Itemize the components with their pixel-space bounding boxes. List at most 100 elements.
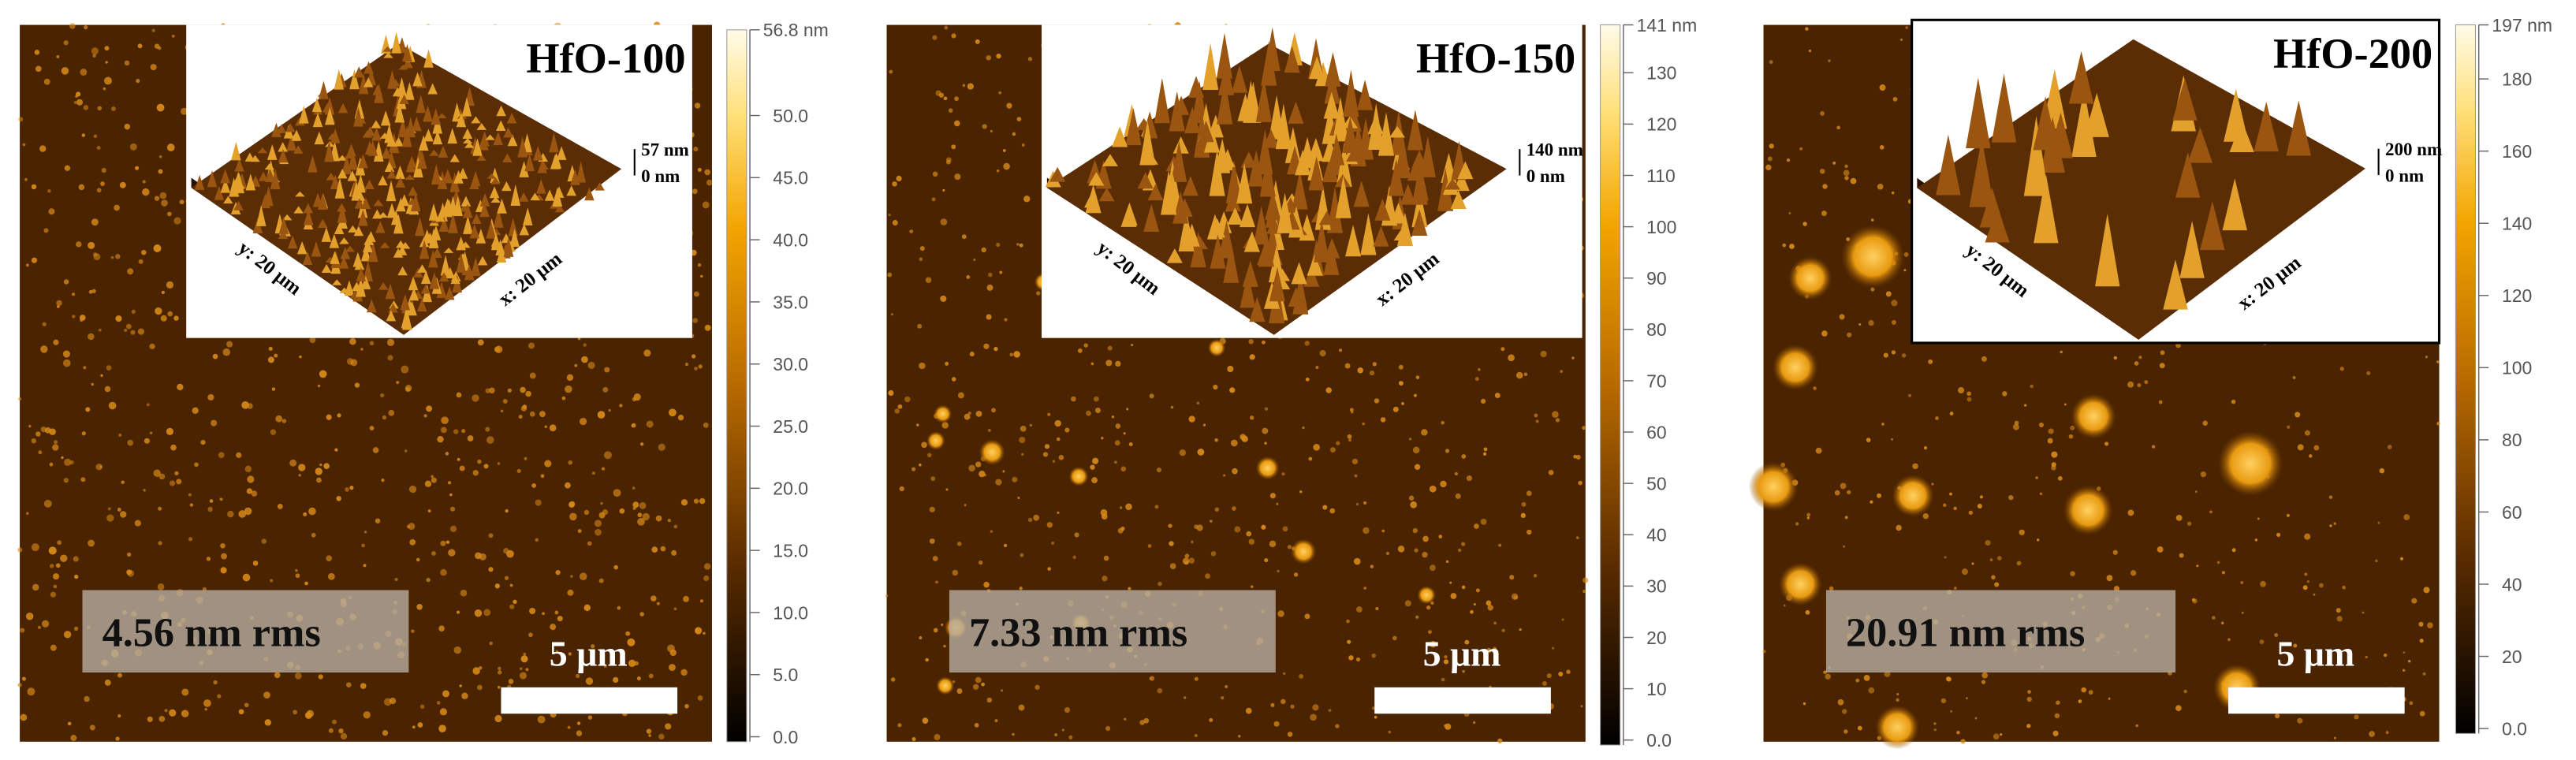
grain bbox=[34, 50, 40, 55]
grain bbox=[404, 385, 412, 392]
grain bbox=[1249, 354, 1255, 360]
grain bbox=[166, 281, 174, 289]
grain bbox=[516, 468, 521, 474]
grain bbox=[318, 674, 323, 680]
grain bbox=[317, 384, 321, 388]
grain bbox=[55, 563, 61, 568]
grain bbox=[2318, 583, 2324, 588]
grain bbox=[1891, 438, 1894, 441]
surface-peak bbox=[486, 173, 497, 179]
colorbar-tick-label: 50.0 bbox=[773, 106, 808, 126]
grain bbox=[114, 204, 120, 211]
surface-peak bbox=[1236, 162, 1253, 204]
rms-box bbox=[82, 590, 409, 673]
grain bbox=[419, 704, 425, 709]
surface-peak bbox=[1390, 203, 1407, 224]
grain bbox=[988, 272, 993, 278]
surface-peak bbox=[356, 277, 366, 297]
surface-peak bbox=[234, 158, 244, 172]
grain bbox=[138, 259, 144, 264]
grain bbox=[159, 192, 167, 199]
grain bbox=[1500, 347, 1505, 352]
grain bbox=[350, 359, 358, 367]
grain bbox=[1111, 415, 1115, 419]
grain bbox=[1912, 463, 1918, 470]
grain bbox=[1472, 721, 1476, 725]
grain bbox=[437, 435, 444, 443]
surface-peak bbox=[291, 129, 302, 141]
grain bbox=[1483, 447, 1488, 452]
grain bbox=[188, 493, 192, 497]
grain bbox=[603, 664, 607, 668]
grain bbox=[44, 427, 51, 434]
grain bbox=[890, 313, 893, 316]
grain bbox=[954, 173, 961, 181]
surface-peak bbox=[1969, 137, 1994, 207]
grain bbox=[1154, 505, 1159, 509]
surface-peak bbox=[334, 69, 345, 90]
grain bbox=[306, 710, 315, 717]
grain bbox=[369, 341, 375, 346]
grain bbox=[1769, 60, 1773, 65]
surface-peak bbox=[337, 203, 348, 223]
grain bbox=[979, 471, 986, 478]
grain bbox=[909, 229, 914, 233]
surface-peak bbox=[1248, 150, 1265, 187]
grain bbox=[1412, 527, 1418, 534]
grain bbox=[126, 552, 132, 557]
surface-peak bbox=[460, 241, 471, 248]
grain bbox=[472, 470, 479, 476]
grain bbox=[996, 243, 1001, 248]
grain bbox=[961, 234, 967, 240]
grain bbox=[1786, 158, 1791, 162]
grain bbox=[568, 460, 573, 465]
grain bbox=[1188, 415, 1195, 423]
surface-peak bbox=[570, 169, 580, 185]
colorbar-tick-label: 0.0 bbox=[773, 727, 798, 747]
surface-peak bbox=[405, 116, 416, 138]
grain bbox=[1103, 555, 1109, 561]
grain bbox=[31, 257, 38, 263]
surface-peak bbox=[1198, 120, 1214, 143]
grain bbox=[704, 169, 710, 176]
grain bbox=[328, 728, 334, 733]
grain bbox=[932, 171, 938, 177]
particle bbox=[1291, 538, 1317, 564]
surface-peak bbox=[1171, 140, 1187, 182]
surface-peak bbox=[278, 148, 289, 163]
surface-peak bbox=[464, 263, 475, 281]
surface-peak bbox=[385, 283, 396, 300]
grain bbox=[382, 415, 387, 420]
grain bbox=[2304, 572, 2308, 576]
surface-peak bbox=[502, 153, 513, 162]
grain bbox=[1269, 493, 1276, 499]
grain bbox=[72, 315, 76, 319]
surface-peak bbox=[552, 187, 563, 207]
grain bbox=[1114, 460, 1117, 464]
grain bbox=[1105, 360, 1113, 367]
grain bbox=[453, 646, 462, 654]
grain bbox=[104, 46, 110, 51]
surface-peak bbox=[1184, 223, 1200, 247]
surface-peak bbox=[1182, 176, 1199, 196]
grain bbox=[579, 417, 587, 426]
surface-peak bbox=[386, 310, 397, 322]
grain bbox=[1515, 371, 1523, 379]
grain bbox=[2304, 430, 2310, 436]
grain bbox=[1580, 705, 1583, 708]
grain bbox=[1421, 429, 1428, 436]
grain bbox=[509, 604, 515, 609]
grain bbox=[457, 457, 460, 461]
grain bbox=[1965, 697, 1968, 700]
surface-peak bbox=[358, 209, 368, 226]
grain bbox=[220, 542, 226, 549]
surface-peak bbox=[497, 198, 507, 214]
grain bbox=[1325, 387, 1332, 393]
surface-peak bbox=[367, 240, 378, 263]
surface-peak bbox=[419, 240, 430, 259]
surface-peak bbox=[1137, 172, 1154, 189]
grain bbox=[118, 433, 122, 437]
surface-peak bbox=[271, 122, 281, 137]
surface-peak bbox=[490, 196, 501, 203]
